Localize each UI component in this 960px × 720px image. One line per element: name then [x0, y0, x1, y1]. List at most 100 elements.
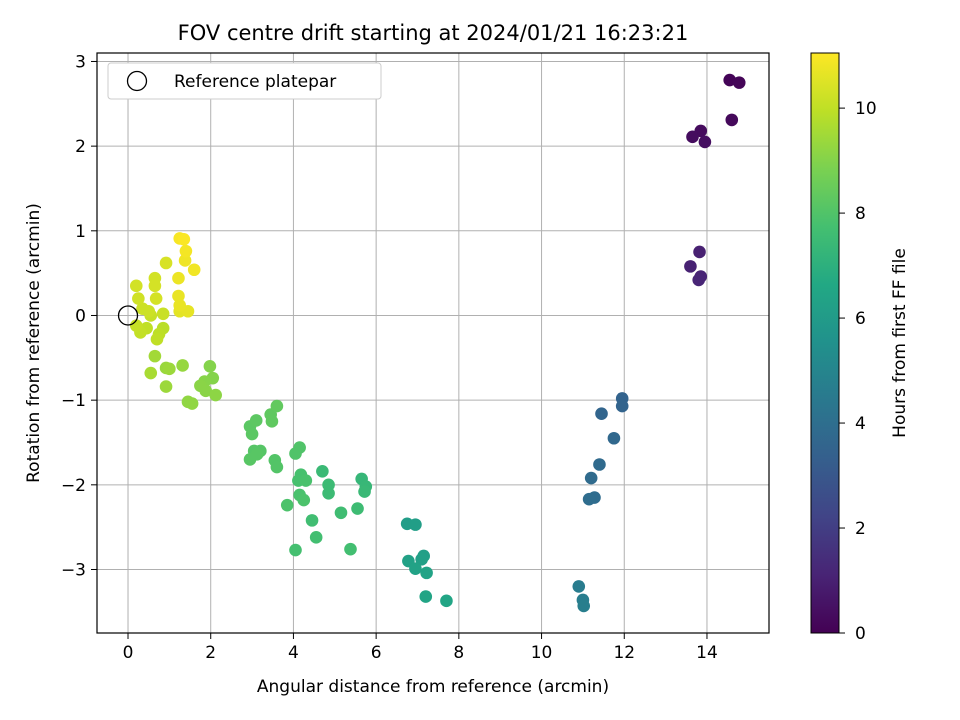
data-point: [129, 319, 143, 332]
y-axis-label: Rotation from reference (arcmin): [24, 203, 44, 483]
data-point: [615, 399, 629, 413]
data-point: [203, 359, 217, 373]
data-point: [185, 397, 199, 410]
data-point: [176, 359, 189, 372]
data-point: [249, 414, 263, 427]
y-tick-label: 2: [75, 137, 86, 157]
x-tick-label: 0: [123, 643, 134, 663]
data-point: [199, 384, 213, 398]
data-point: [572, 580, 586, 593]
data-point: [309, 531, 323, 544]
data-point: [163, 362, 176, 376]
data-point: [584, 471, 598, 485]
colorbar-tick-label: 4: [855, 414, 866, 434]
x-tick-label: 10: [531, 643, 553, 663]
grid-lines: [97, 53, 769, 633]
data-point: [440, 594, 453, 608]
data-point: [159, 256, 173, 270]
data-point: [297, 493, 311, 507]
legend-marker-reference: [126, 70, 148, 92]
data-point: [409, 518, 422, 531]
y-tick-label: −1: [61, 391, 86, 411]
x-axis-label: Angular distance from reference (arcmin): [257, 677, 609, 697]
data-point: [358, 485, 371, 498]
data-point: [245, 427, 259, 441]
data-point: [172, 271, 185, 285]
data-point: [265, 415, 279, 428]
data-point: [129, 279, 143, 293]
data-point: [142, 304, 155, 318]
data-point: [305, 514, 319, 527]
data-point: [686, 130, 699, 144]
data-point: [132, 292, 145, 305]
data-points: [129, 73, 746, 613]
data-point: [177, 232, 191, 246]
colorbar: 0 2 4 6 8 10 Hours from first FF file: [810, 52, 910, 644]
x-tick-label: 4: [288, 643, 299, 663]
data-point: [419, 590, 433, 603]
colorbar-tick-label: 0: [855, 624, 866, 644]
colorbar-label: Hours from first FF file: [890, 248, 910, 438]
data-point: [351, 502, 364, 515]
legend-label-reference: Reference platepar: [174, 72, 336, 92]
data-point: [289, 543, 302, 557]
data-point: [409, 562, 422, 575]
data-point: [725, 113, 739, 127]
x-tick-label: 14: [696, 643, 718, 663]
data-point: [595, 407, 608, 421]
data-point: [270, 460, 284, 474]
data-point: [344, 542, 357, 556]
x-tick-label: 12: [613, 643, 635, 663]
reference-marker-group: [117, 305, 139, 326]
data-point: [148, 279, 162, 293]
data-point: [582, 492, 596, 506]
data-point: [178, 254, 192, 267]
colorbar-tick-label: 2: [855, 519, 866, 539]
y-tick-label: 1: [75, 222, 86, 242]
data-point: [698, 135, 712, 149]
y-tick-label: 3: [75, 52, 86, 72]
legend-box: [107, 62, 382, 100]
data-point: [607, 431, 621, 445]
data-point: [316, 464, 329, 478]
colorbar-tick-label: 10: [855, 99, 877, 119]
data-point: [144, 366, 158, 380]
data-point: [693, 245, 706, 259]
x-tick-label: 6: [371, 643, 382, 663]
colorbar-tick-label: 6: [855, 309, 866, 329]
y-tick-label: −3: [61, 560, 86, 580]
data-point: [270, 399, 284, 413]
data-point: [299, 474, 313, 487]
data-point: [156, 307, 170, 321]
x-tick-label: 2: [205, 643, 216, 663]
data-point: [334, 506, 348, 520]
data-point: [173, 299, 187, 312]
reference-platepar-marker: [117, 305, 139, 326]
data-point: [723, 73, 737, 87]
data-point: [593, 458, 606, 471]
colorbar-tick-label: 8: [855, 204, 866, 224]
legend: Reference platepar: [107, 62, 382, 100]
plot-area-frame: [96, 52, 770, 634]
data-point: [415, 553, 428, 566]
data-point: [179, 244, 193, 258]
colorbar-gradient: [810, 52, 840, 634]
data-point: [420, 566, 433, 580]
data-point: [187, 263, 201, 277]
data-point: [289, 447, 302, 460]
y-tick-label: −2: [61, 476, 86, 496]
y-tick-label: 0: [75, 306, 86, 326]
data-point: [172, 289, 185, 303]
chart-title: FOV centre drift starting at 2024/01/21 …: [178, 21, 689, 45]
data-point: [209, 388, 222, 402]
colorbar-ticks: 0 2 4 6 8 10: [839, 99, 877, 644]
data-point: [243, 453, 257, 466]
x-tick-label: 8: [453, 643, 464, 663]
data-point: [280, 498, 294, 512]
data-point: [322, 486, 335, 500]
data-point: [692, 273, 705, 287]
data-point: [684, 260, 697, 273]
data-point: [150, 332, 164, 346]
data-point: [148, 349, 162, 363]
